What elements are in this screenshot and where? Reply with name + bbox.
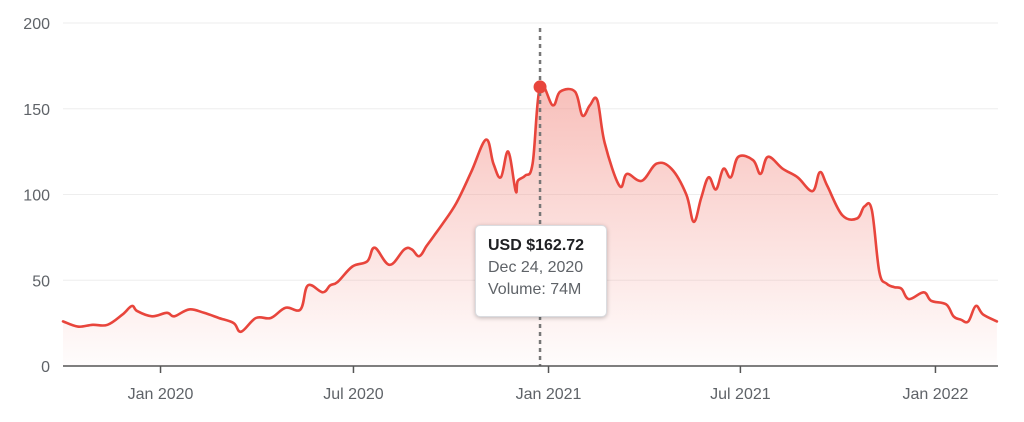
x-axis: Jan 2020 Jul 2020 Jan 2021 Jul 2021 Jan 2022	[128, 366, 969, 403]
y-tick-label: 200	[23, 16, 50, 33]
y-tick-label: 50	[32, 273, 50, 290]
price-series-line	[61, 83, 999, 334]
y-tick-label: 150	[23, 102, 50, 119]
y-tick-label: 100	[23, 188, 50, 205]
tooltip-volume: Volume: 74M	[488, 281, 582, 298]
x-tick-label: Jul 2020	[323, 386, 384, 403]
hover-tooltip: USD $162.72 Dec 24, 2020 Volume: 74M	[475, 225, 607, 317]
x-tick-label: Jan 2021	[516, 386, 582, 403]
tooltip-price: USD $162.72	[488, 237, 585, 254]
x-tick-label: Jan 2022	[903, 386, 969, 403]
x-tick-label: Jan 2020	[128, 386, 194, 403]
x-tick-label: Jul 2021	[710, 386, 771, 403]
tooltip-date: Dec 24, 2020	[488, 259, 584, 276]
y-tick-label: 0	[41, 359, 50, 376]
y-axis: 0 50 100 150 200	[23, 16, 50, 376]
hover-point-marker	[533, 80, 547, 94]
